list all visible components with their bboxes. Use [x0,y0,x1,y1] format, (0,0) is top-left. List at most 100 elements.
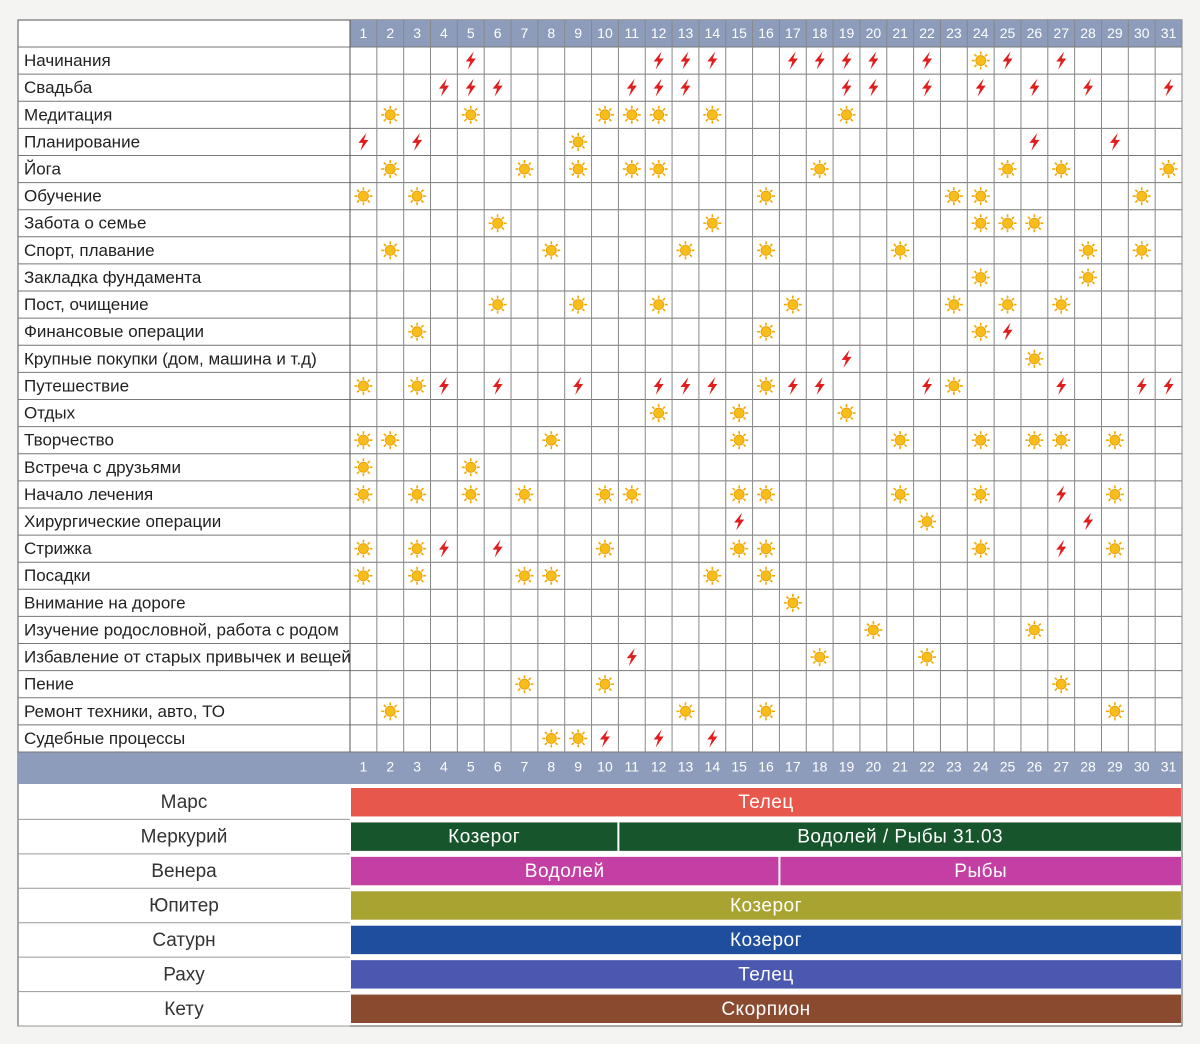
sun-ray [705,216,709,220]
day-number: 23 [946,25,962,41]
sun-ray [490,226,494,231]
favorable-icon [649,295,668,314]
sun-ray [554,243,559,247]
favorable-icon [730,539,749,558]
sun-ray [759,335,763,339]
sun-ray [581,731,586,735]
sun-ray [624,172,629,176]
sun-ray [732,406,736,410]
sun-ray [769,704,773,708]
favorable-icon [971,214,990,233]
sun-ray [984,433,988,437]
sun-core [465,461,477,473]
sun-ray [957,379,961,383]
sun-ray [823,650,827,654]
sun-ray [662,308,666,312]
sun-core [599,489,611,500]
sun-ray [759,487,763,491]
sun-core [492,217,504,229]
sun-ray [1054,172,1058,176]
sun-ray [517,162,521,166]
sun-ray [571,297,575,301]
sun-ray [850,416,854,420]
favorable-icon [595,105,614,124]
sun-ray [1081,270,1085,274]
favorable-icon [971,485,990,504]
favorable-icon [757,241,775,260]
day-number: 20 [866,759,882,775]
favorable-icon [676,702,695,721]
sun-ray [946,308,951,312]
sun-ray [1011,308,1015,312]
unfavorable-icon [787,51,798,70]
sun-ray [705,579,709,583]
sun-ray [973,324,978,329]
favorable-icon [891,431,910,450]
sun-ray [678,704,682,708]
favorable-icon [971,539,990,558]
day-number: 30 [1134,25,1150,41]
sun-ray [893,498,897,502]
favorable-icon [515,566,534,585]
sun-ray [490,216,494,220]
sun-ray [383,715,387,719]
sun-ray [635,162,639,166]
sun-ray [742,443,747,448]
sun-ray [528,172,532,176]
unfavorable-icon [626,648,637,667]
favorable-icon [569,132,588,151]
sun-ray [651,308,655,312]
favorable-icon [1105,485,1124,504]
day-number: 17 [785,25,801,41]
sun-core [1136,190,1148,202]
sun-core [706,109,718,121]
favorable-icon [569,160,588,179]
favorable-icon [1025,431,1044,450]
sun-core [384,109,396,121]
sun-core [921,516,933,527]
sun-ray [957,389,961,393]
sun-ray [1107,715,1112,719]
sun-ray [1027,351,1031,356]
sun-core [411,489,423,500]
sun-ray [581,308,586,312]
sun-ray [501,308,505,312]
planet-name: Кету [164,999,204,1020]
sun-ray [383,433,387,437]
sun-core [921,651,933,663]
sun-ray [420,568,425,573]
day-number: 23 [946,759,962,775]
sun-ray [1134,199,1139,204]
sun-ray [1081,281,1085,285]
sun-ray [1064,297,1069,301]
unfavorable-icon [922,376,933,395]
sun-ray [1027,633,1031,637]
sun-ray [769,715,773,719]
favorable-icon [408,322,427,341]
sun-ray [769,189,773,193]
sun-ray [785,606,790,610]
unfavorable-icon [465,78,476,97]
favorable-icon [1132,241,1151,260]
favorable-icon [408,485,427,504]
sun-ray [1161,162,1165,166]
sign-label: Водолей [525,861,605,882]
favorable-icon [810,160,829,179]
sun-ray [1038,433,1042,437]
sun-ray [1054,443,1058,448]
sun-ray [769,568,773,573]
sun-ray [393,162,398,166]
sun-ray [635,487,639,491]
favorable-icon [1079,268,1098,287]
day-number: 22 [919,759,935,775]
sun-ray [624,107,629,112]
sun-ray [1027,433,1031,437]
day-number: 28 [1080,25,1096,41]
unfavorable-icon [707,376,718,395]
activity-label: Избавление от старых привычек и вещей [24,648,351,667]
activity-label: Закладка фундамента [24,268,202,287]
sun-ray [1091,281,1095,285]
sun-ray [839,107,843,112]
sun-ray [769,243,773,247]
